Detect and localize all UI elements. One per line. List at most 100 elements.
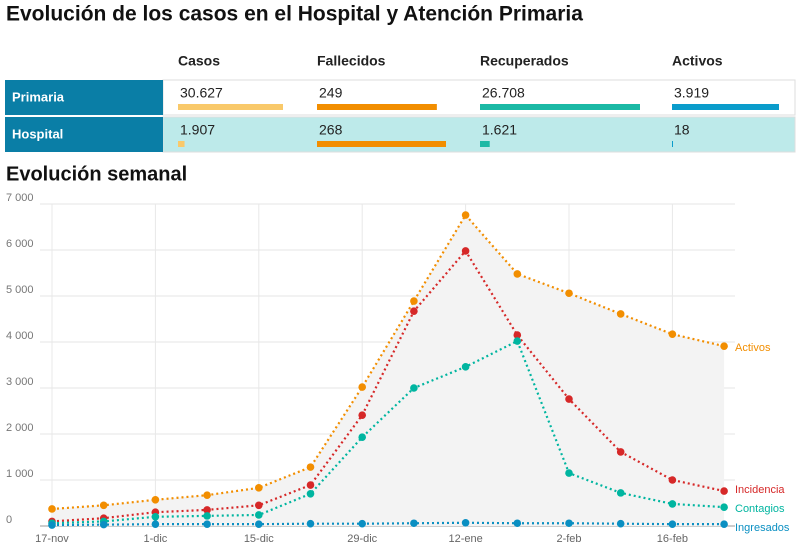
point	[306, 519, 315, 528]
column-header: Recuperados	[480, 53, 569, 69]
cell-bar	[672, 104, 779, 110]
point	[616, 448, 625, 456]
point	[668, 476, 677, 484]
y-tick-label: 4 000	[6, 330, 34, 342]
point	[358, 411, 367, 419]
x-tick-label: 2-feb	[556, 533, 581, 545]
point	[151, 513, 160, 521]
point	[151, 520, 160, 528]
x-tick-label: 12-ene	[448, 533, 482, 545]
y-tick-label: 0	[6, 514, 12, 526]
point	[720, 487, 728, 495]
point	[410, 297, 418, 305]
point	[151, 495, 160, 504]
cell-value: 268	[319, 122, 343, 138]
cell-value: 1.621	[482, 122, 517, 138]
point	[203, 506, 211, 514]
cell-value: 26.708	[482, 85, 525, 101]
point	[461, 363, 470, 371]
point	[513, 331, 522, 339]
series-label: Contagios	[735, 503, 785, 515]
chart-title: Evolución semanal	[6, 163, 187, 185]
x-tick-label: 16-feb	[657, 533, 688, 545]
point	[668, 500, 677, 508]
series-label: Activos	[735, 342, 771, 354]
row-label: Primaria	[12, 89, 65, 104]
point	[565, 289, 573, 298]
point	[461, 247, 470, 255]
row-label-bg	[5, 117, 163, 152]
y-tick-label: 2 000	[6, 422, 34, 434]
cell-bar	[317, 141, 446, 147]
series-label: Incidencia	[735, 484, 785, 496]
point	[306, 463, 315, 471]
y-tick-label: 7 000	[6, 192, 34, 204]
cell-bar	[480, 104, 640, 110]
point	[410, 384, 418, 392]
point	[565, 469, 573, 477]
area	[52, 215, 725, 527]
row-bg	[162, 116, 796, 153]
point	[461, 518, 470, 527]
point	[306, 490, 315, 498]
row-label: Hospital	[12, 126, 63, 141]
point	[254, 501, 263, 510]
cell-bar	[672, 141, 673, 147]
point	[720, 520, 728, 528]
point	[720, 342, 728, 350]
y-tick-label: 3 000	[6, 376, 34, 388]
point	[99, 520, 108, 529]
cell-value: 3.919	[674, 85, 709, 101]
point	[513, 519, 522, 528]
point	[410, 519, 418, 528]
line	[51, 521, 725, 527]
y-tick-label: 6 000	[6, 238, 34, 250]
series-label: Ingresados	[735, 522, 790, 534]
cell-value: 249	[319, 85, 343, 101]
point	[565, 395, 573, 403]
x-tick-label: 29-dic	[347, 533, 377, 545]
point	[358, 433, 367, 442]
point	[668, 520, 677, 528]
x-tick-label: 17-nov	[35, 533, 69, 545]
cell-bar	[178, 141, 185, 147]
point	[254, 484, 263, 492]
column-header: Casos	[178, 53, 220, 69]
point	[48, 521, 56, 529]
point	[99, 501, 108, 510]
point	[616, 519, 625, 528]
column-header: Activos	[672, 53, 723, 69]
line	[51, 339, 725, 525]
y-tick-label: 1 000	[6, 468, 34, 480]
cell-value: 30.627	[180, 85, 223, 101]
cell-bar	[480, 141, 490, 147]
row-label-bg	[5, 80, 163, 115]
point	[513, 337, 522, 345]
cell-value: 18	[674, 122, 690, 138]
point	[254, 511, 263, 519]
point	[513, 270, 522, 278]
point	[358, 519, 367, 528]
point	[254, 520, 263, 528]
point	[203, 491, 211, 499]
cell-bar	[178, 104, 283, 110]
point	[616, 310, 625, 318]
point	[48, 505, 56, 513]
point	[203, 520, 211, 528]
point	[565, 519, 573, 528]
cell-bar	[317, 104, 437, 110]
point	[668, 330, 677, 338]
point	[616, 489, 625, 497]
column-header: Fallecidos	[317, 53, 386, 69]
point	[358, 383, 367, 391]
point	[720, 503, 728, 511]
x-tick-label: 1-dic	[143, 533, 167, 545]
x-tick-label: 15-dic	[244, 533, 274, 545]
y-tick-label: 5 000	[6, 284, 34, 296]
point	[410, 307, 418, 315]
cell-value: 1.907	[180, 122, 215, 138]
point	[306, 481, 315, 489]
point	[461, 211, 470, 219]
page-title: Evolución de los casos en el Hospital y …	[6, 3, 583, 26]
